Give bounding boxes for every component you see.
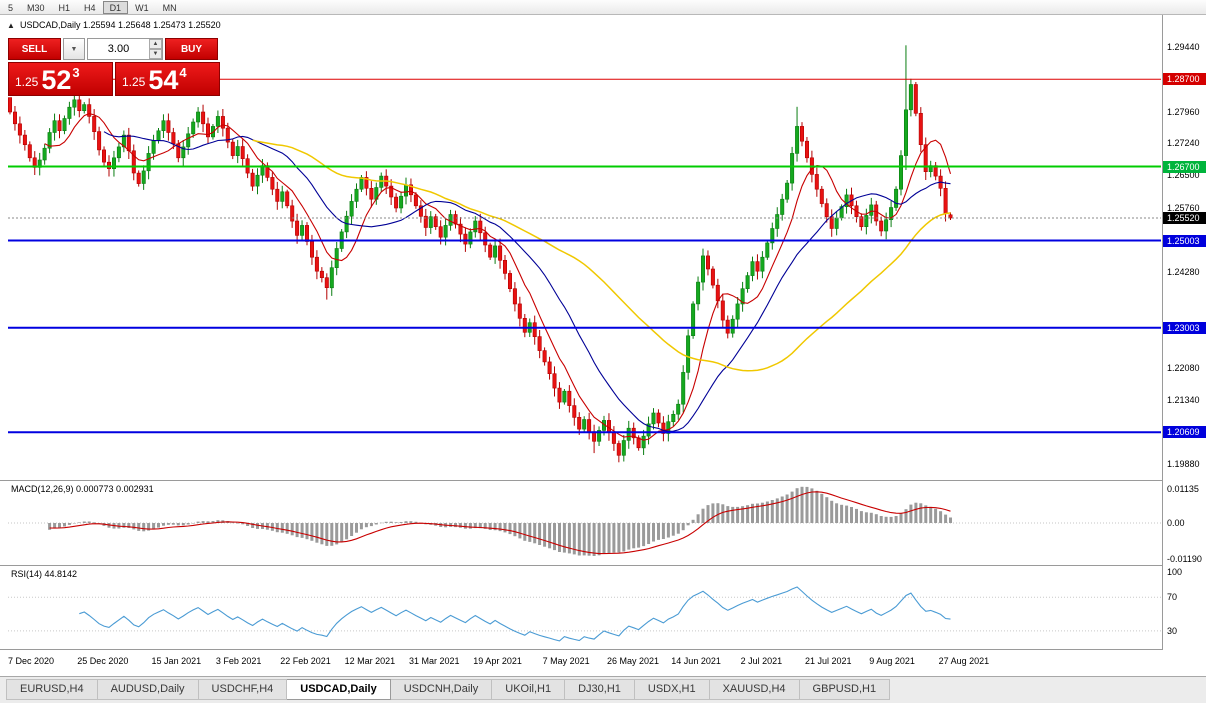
price-axis-badge: 1.25003 (1163, 234, 1206, 247)
chart-tab[interactable]: USDCAD,Daily (287, 679, 391, 700)
price-axis-label: 1.21340 (1167, 395, 1200, 406)
sell-price[interactable]: 1.25 52 3 (8, 62, 113, 96)
rsi-axis-label: 100 (1167, 567, 1183, 577)
macd-axis-label: 0.01135 (1167, 484, 1199, 495)
time-axis-label: 22 Feb 2021 (280, 656, 331, 666)
chart-tab[interactable]: USDCHF,H4 (198, 679, 288, 700)
one-click-trade-panel: SELL ▼ ▲ ▼ BUY 1.25 52 3 1.25 54 4 (8, 38, 220, 96)
price-axis-label: 1.27960 (1167, 106, 1200, 117)
timeframe-button-D1[interactable]: D1 (102, 0, 129, 14)
price-axis-label: 1.26500 (1167, 170, 1200, 181)
chart-tab[interactable]: DJ30,H1 (565, 679, 635, 700)
price-axis-label: 1.27240 (1167, 137, 1200, 148)
symbol-ohlc-label: USDCAD,Daily 1.25594 1.25648 1.25473 1.2… (20, 20, 221, 30)
macd-label: MACD(12,26,9) 0.000773 0.002931 (11, 484, 154, 494)
chart-tab[interactable]: USDCNH,Daily (390, 679, 493, 700)
macd-axis-label: -0.01190 (1167, 553, 1202, 564)
volume-input[interactable] (87, 38, 163, 60)
buy-button[interactable]: BUY (165, 38, 218, 60)
time-axis-label: 14 Jun 2021 (671, 656, 721, 666)
buy-price[interactable]: 1.25 54 4 (115, 62, 220, 96)
price-axis-badge: 1.28700 (1163, 73, 1206, 86)
price-axis-label: 1.19880 (1167, 459, 1200, 469)
volume-decrement-button[interactable]: ▼ (149, 49, 162, 59)
trade-panel-prices: 1.25 52 3 1.25 54 4 (8, 62, 220, 96)
macd-axis-label: 0.00 (1167, 518, 1185, 528)
sell-price-big: 52 (41, 65, 72, 95)
one-click-panel-toggle-icon[interactable]: ▲ (7, 21, 15, 30)
volume-dropdown[interactable]: ▼ (63, 38, 85, 60)
price-axis-label: 1.25760 (1167, 202, 1200, 213)
time-axis-label: 26 May 2021 (606, 656, 659, 666)
chart-tab[interactable]: USDX,H1 (634, 679, 710, 700)
sell-button[interactable]: SELL (8, 38, 61, 60)
trade-panel-controls: SELL ▼ ▲ ▼ BUY (8, 38, 220, 60)
time-axis-label: 7 Dec 2020 (8, 656, 55, 666)
price-axis-badge: 1.25520 (1163, 211, 1206, 224)
chart-tab-bar: EURUSD,H4 AUDUSD,Daily USDCHF,H4 USDCAD,Dai… (0, 676, 1206, 703)
time-axis-label: 21 Jul 2021 (804, 656, 852, 666)
price-axis-badge: 1.26700 (1163, 160, 1206, 173)
time-axis-label: 2 Jul 2021 (740, 656, 783, 666)
time-axis-label: 27 Aug 2021 (938, 656, 990, 666)
price-axis-label: 1.29440 (1167, 42, 1200, 52)
buy-price-prefix: 1.25 (122, 75, 146, 89)
time-axis-label: 12 Mar 2021 (344, 656, 396, 666)
chart-tab[interactable]: AUDUSD,Daily (97, 679, 199, 700)
time-axis[interactable]: 7 Dec 2020 25 Dec 2020 15 Jan 2021 3 Feb 20… (0, 650, 1162, 675)
chart-tab[interactable]: UKOil,H1 (492, 679, 566, 700)
time-axis-label: 15 Jan 2021 (151, 656, 202, 666)
time-axis-label: 31 Mar 2021 (408, 656, 460, 666)
chart-tab[interactable]: GBPUSD,H1 (799, 679, 891, 700)
timeframe-button-H1[interactable]: H1 (58, 2, 71, 13)
time-axis-label: 3 Feb 2021 (215, 656, 262, 666)
time-axis-label: 9 Aug 2021 (869, 656, 915, 666)
rsi-axis-label: 30 (1167, 625, 1178, 636)
timeframe-button-H4[interactable]: H4 (84, 2, 96, 13)
price-chart-canvas[interactable] (0, 0, 1206, 676)
buy-price-sup: 4 (179, 65, 187, 80)
price-axis-badge: 1.23003 (1163, 321, 1206, 334)
timeframe-button-W1[interactable]: W1 (135, 2, 149, 13)
rsi-label: RSI(14) 44.8142 (11, 569, 78, 579)
volume-stepper: ▲ ▼ (87, 38, 163, 60)
timeframe-button-MN[interactable]: MN (162, 2, 177, 13)
timeframe-button-5[interactable]: 5 (8, 2, 14, 13)
chevron-down-icon: ▼ (70, 45, 78, 53)
sell-price-prefix: 1.25 (15, 75, 39, 89)
rsi-axis-label: 70 (1167, 592, 1178, 603)
time-axis-label: 7 May 2021 (542, 656, 590, 666)
time-axis-label: 19 Apr 2021 (473, 656, 522, 666)
timeframe-button-M30[interactable]: M30 (27, 2, 45, 13)
volume-increment-button[interactable]: ▲ (149, 39, 162, 49)
chart-tab[interactable]: XAUUSD,H4 (709, 679, 800, 700)
price-axis-label: 1.22080 (1167, 363, 1200, 374)
sell-price-sup: 3 (72, 65, 80, 80)
time-axis-label: 25 Dec 2020 (77, 656, 129, 666)
price-axis-label: 1.24280 (1167, 267, 1200, 278)
price-axis[interactable]: 1.29440 1.27960 1.27240 1.26500 1.25760 1.242… (1163, 15, 1206, 650)
buy-price-big: 54 (148, 65, 179, 95)
price-axis-badge: 1.20609 (1163, 426, 1206, 439)
chart-tab[interactable]: EURUSD,H4 (6, 679, 98, 700)
timeframe-toolbar: 5 M30 H1 H4 D1 W1 MN (0, 0, 1206, 15)
